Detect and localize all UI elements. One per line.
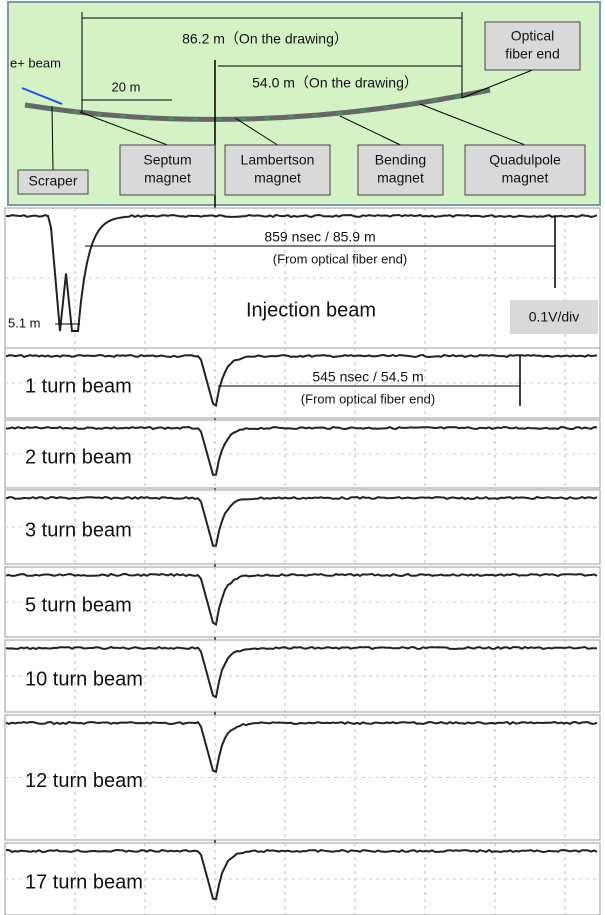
trace-label: 1 turn beam — [25, 375, 132, 397]
div-box — [510, 300, 598, 334]
note: 5.1 m — [8, 315, 41, 330]
scope-trace — [5, 720, 598, 774]
trace-label: 10 turn beam — [25, 668, 143, 690]
box-label: Bending — [375, 152, 426, 168]
beam-line — [24, 87, 491, 122]
box-label: Scraper — [28, 173, 77, 189]
label-box — [224, 144, 331, 196]
dim-label: 54.0 m（On the drawing） — [252, 75, 418, 91]
box-label: Lambertson — [241, 152, 315, 168]
box-label: Optical — [511, 28, 555, 44]
label-box — [17, 169, 89, 195]
leader — [339, 115, 401, 146]
note: (From optical fiber end) — [301, 391, 435, 406]
scale-label: 20 m — [112, 79, 141, 94]
label-box — [464, 144, 586, 196]
leader — [79, 111, 168, 146]
box-label: magnet — [502, 170, 549, 186]
box-label: fiber end — [505, 46, 559, 62]
trace-label: 5 turn beam — [25, 594, 132, 616]
scope-trace — [5, 425, 598, 476]
label-box — [119, 144, 216, 196]
scope-trace — [6, 848, 598, 901]
trace-group: Injection beam 1 turn beam 2 turn beam 3 tu… — [4, 207, 601, 915]
trace-label: 17 turn beam — [25, 871, 143, 893]
label-box — [484, 21, 581, 71]
trace-label: Injection beam — [246, 299, 376, 321]
leader — [234, 117, 278, 146]
note: 545 nsec / 54.5 m — [312, 369, 423, 385]
box-label: magnet — [377, 170, 424, 186]
trace-label: 12 turn beam — [25, 770, 143, 792]
box-label: Quadulpole — [489, 152, 561, 168]
beam-arrow — [21, 87, 63, 105]
leader — [51, 105, 54, 171]
trace-label: 2 turn beam — [25, 446, 132, 468]
dim-label: 86.2 m（On the drawing） — [182, 31, 348, 47]
scope-trace — [5, 213, 598, 332]
scope-trace — [5, 495, 598, 547]
label-box — [357, 144, 444, 196]
leader — [461, 69, 533, 99]
scope-trace — [5, 645, 597, 699]
note: 859 nsec / 85.9 m — [264, 229, 375, 245]
leader — [419, 103, 526, 146]
box-label: magnet — [254, 170, 301, 186]
note: 0.1V/div — [529, 309, 580, 325]
scope-trace — [5, 353, 598, 407]
box-label: magnet — [144, 170, 191, 186]
box-group: Optical fiber end Scraper Septum magnet Lambe… — [17, 21, 586, 196]
trace-label: 3 turn beam — [25, 519, 132, 541]
scope-trace — [5, 572, 598, 626]
note: (From optical fiber end) — [273, 251, 407, 266]
beam-label: e+ beam — [10, 55, 61, 70]
box-label: Septum — [143, 152, 191, 168]
